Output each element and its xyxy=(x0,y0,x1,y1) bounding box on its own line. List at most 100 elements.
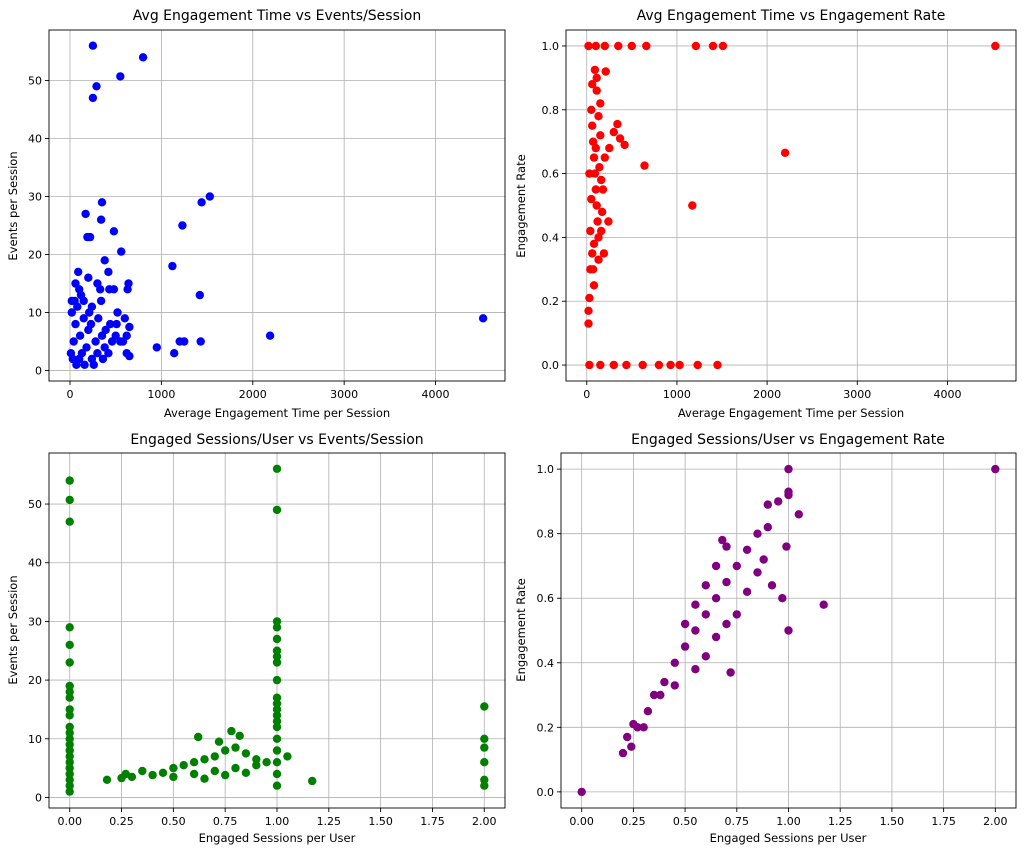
data-point xyxy=(272,623,282,632)
data-point xyxy=(627,742,636,751)
x-tick-label: 1.00 xyxy=(265,815,290,828)
data-point xyxy=(596,131,605,140)
data-point xyxy=(75,331,85,340)
data-point xyxy=(588,80,597,89)
x-axis-label: Average Engagement Time per Session xyxy=(164,406,390,420)
data-point xyxy=(127,772,137,782)
data-point xyxy=(138,766,147,776)
data-point xyxy=(586,265,595,274)
y-tick-label: 0 xyxy=(35,791,42,804)
data-point xyxy=(221,770,230,780)
ticks: 0 1000 2000 3000 4000 0 10 20 30 40 50 xyxy=(28,74,450,401)
data-point xyxy=(586,226,595,236)
data-point xyxy=(759,555,768,564)
y-tick-label: 1.0 xyxy=(537,463,555,476)
y-axis-label: Engagement Rate xyxy=(514,578,528,681)
data-point xyxy=(227,726,236,736)
data-point xyxy=(591,41,600,51)
x-tick-label: 2.00 xyxy=(472,815,497,828)
data-point xyxy=(123,285,132,294)
data-point xyxy=(65,722,74,732)
data-point xyxy=(74,267,83,277)
data-point xyxy=(784,464,793,474)
data-point xyxy=(718,41,728,51)
subplot-engagement-time-vs-rate: Avg Engagement Time vs Engagement Rate A… xyxy=(514,8,1017,420)
data-point xyxy=(122,349,131,358)
data-point xyxy=(591,185,600,194)
x-tick-label: 1.25 xyxy=(828,815,853,828)
scatter-points xyxy=(65,464,489,796)
data-point xyxy=(480,758,489,767)
data-point xyxy=(701,610,710,619)
data-point xyxy=(753,568,762,577)
data-point xyxy=(589,281,599,290)
scatter-points xyxy=(577,464,1000,797)
data-point xyxy=(794,510,803,519)
data-point xyxy=(252,761,261,770)
data-point xyxy=(589,239,599,248)
data-point xyxy=(75,354,84,364)
ticks: 0 1000 2000 3000 4000 0.0 0.2 0.4 0.6 0.8 1.0 xyxy=(542,40,962,401)
data-point xyxy=(241,768,251,777)
x-tick-label: 0.00 xyxy=(569,815,594,828)
data-point xyxy=(65,763,74,773)
ticks: 0.00 0.25 0.50 0.75 1.00 1.25 1.50 1.75 2.00 0 10 2… xyxy=(28,498,497,828)
data-point xyxy=(252,755,261,764)
data-point xyxy=(595,163,604,172)
data-point xyxy=(584,41,593,51)
data-point xyxy=(615,134,625,143)
y-tick-label: 50 xyxy=(28,498,42,511)
data-point xyxy=(195,290,204,300)
data-point xyxy=(991,41,1000,51)
data-point xyxy=(111,331,120,340)
data-point xyxy=(272,781,282,790)
x-tick-label: 2000 xyxy=(239,388,267,401)
data-point xyxy=(231,763,240,773)
data-point xyxy=(65,787,74,796)
data-point xyxy=(732,610,741,619)
data-point xyxy=(480,775,489,784)
data-point xyxy=(640,161,649,170)
data-point xyxy=(65,746,74,755)
data-point xyxy=(598,185,608,194)
y-tick-label: 0.2 xyxy=(537,721,555,734)
data-point xyxy=(65,517,74,526)
data-point xyxy=(66,349,76,358)
data-point xyxy=(169,772,178,782)
data-point xyxy=(600,41,609,51)
data-point xyxy=(272,746,282,755)
data-point xyxy=(480,702,489,711)
data-point xyxy=(713,360,722,370)
data-point xyxy=(589,153,599,162)
data-point xyxy=(158,768,168,777)
data-point xyxy=(272,769,282,779)
x-tick-label: 1.75 xyxy=(931,815,956,828)
data-point xyxy=(168,261,177,271)
data-point xyxy=(594,233,603,242)
data-point xyxy=(65,734,74,743)
data-point xyxy=(272,734,282,743)
y-tick-label: 0.2 xyxy=(542,295,560,308)
data-point xyxy=(480,743,489,752)
data-point xyxy=(701,652,710,661)
data-point xyxy=(65,769,74,779)
data-point xyxy=(722,619,731,629)
x-tick-label: 0.25 xyxy=(621,815,646,828)
data-point xyxy=(65,623,74,632)
data-point xyxy=(65,693,74,702)
data-point xyxy=(763,523,772,532)
data-point xyxy=(584,319,593,328)
data-point xyxy=(620,140,629,150)
chart-title: Engaged Sessions/User vs Events/Session xyxy=(130,432,423,448)
data-point xyxy=(65,752,74,761)
data-point xyxy=(708,41,718,51)
ticks: 0.00 0.25 0.50 0.75 1.00 1.25 1.50 1.75 2.00 0.0 0… xyxy=(537,463,1008,828)
data-point xyxy=(170,349,179,358)
data-point xyxy=(600,153,609,162)
subplot-engagement-time-vs-events: Avg Engagement Time vs Events/Session Av… xyxy=(6,8,506,420)
data-point xyxy=(179,761,188,770)
data-point xyxy=(680,642,690,651)
data-point xyxy=(593,217,602,226)
data-point xyxy=(117,247,126,256)
data-point xyxy=(200,755,209,764)
